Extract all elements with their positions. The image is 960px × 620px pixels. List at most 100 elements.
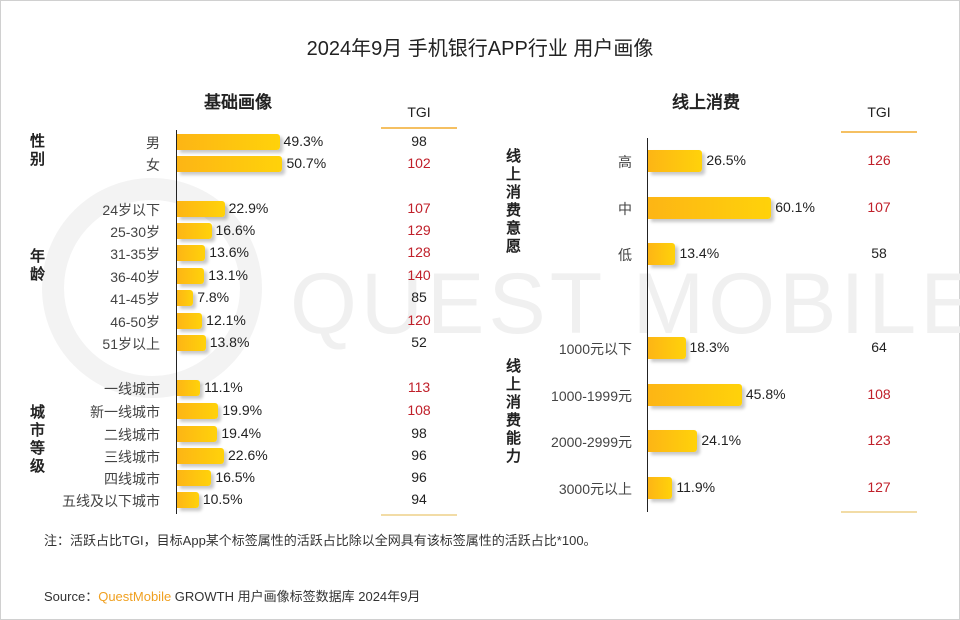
right-category-label: 中 <box>618 201 632 217</box>
right-tgi-top-line <box>841 131 917 133</box>
right-value-label: 26.5% <box>706 152 747 168</box>
right-tgi-bottom-line <box>841 511 917 513</box>
left-tgi-value: 120 <box>407 312 431 328</box>
left-bar <box>177 380 201 396</box>
left-bar <box>177 134 280 150</box>
right-tgi-value: 64 <box>871 339 887 355</box>
left-value-label: 13.8% <box>209 334 250 350</box>
left-category-label: 一线城市 <box>104 381 160 397</box>
left-category-label: 41-45岁 <box>110 291 160 307</box>
left-value-label: 49.3% <box>283 133 324 149</box>
left-bar <box>177 290 194 306</box>
left-tgi-value: 96 <box>411 447 427 463</box>
left-value-label: 19.4% <box>221 425 262 441</box>
right-bar <box>648 243 676 265</box>
left-bar <box>177 245 206 261</box>
left-value-label: 7.8% <box>197 289 230 305</box>
left-category-label: 四线城市 <box>104 471 160 487</box>
left-bar <box>177 492 199 508</box>
right-tgi-value: 123 <box>867 432 891 448</box>
footnote: 注：活跃占比TGI，目标App某个标签属性的活跃占比除以全网具有该标签属性的活跃… <box>44 533 597 548</box>
left-tgi-header: TGI <box>407 104 431 120</box>
left-tgi-value: 96 <box>411 469 427 485</box>
left-category-label: 31-35岁 <box>110 246 160 262</box>
left-category-label: 二线城市 <box>104 427 160 443</box>
right-value-label: 24.1% <box>701 432 742 448</box>
left-value-label: 10.5% <box>202 491 243 507</box>
left-bar <box>177 470 212 486</box>
left-tgi-value: 129 <box>407 222 431 238</box>
left-value-label: 19.9% <box>222 402 263 418</box>
left-tgi-top-line <box>381 127 457 129</box>
right-category-label: 3000元以上 <box>558 481 632 497</box>
right-value-label: 45.8% <box>745 386 786 402</box>
left-category-label: 女 <box>146 157 160 173</box>
right-category-label: 1000-1999元 <box>551 388 632 404</box>
right-bar <box>648 384 742 406</box>
watermark-text: QUEST MOBILE <box>290 256 960 352</box>
right-tgi-value: 108 <box>867 386 891 402</box>
left-category-label: 46-50岁 <box>110 314 160 330</box>
source-line: Source：QuestMobile GROWTH 用户画像标签数据库 2024… <box>44 586 420 605</box>
right-bar <box>648 337 686 359</box>
source-brand: QuestMobile <box>98 589 172 604</box>
left-bar <box>177 403 219 419</box>
right-bar <box>648 197 772 219</box>
right-bar <box>648 430 698 452</box>
left-value-label: 13.1% <box>208 267 248 283</box>
left-tgi-value: 128 <box>407 244 431 260</box>
right-value-label: 13.4% <box>679 245 720 261</box>
left-tgi-bottom-line <box>381 514 457 516</box>
right-category-label: 高 <box>618 154 632 170</box>
right-tgi-value: 126 <box>867 152 891 168</box>
left-value-label: 11.1% <box>204 379 243 395</box>
left-group-label: 城市等级 <box>30 404 46 475</box>
left-bar <box>177 426 218 442</box>
left-tgi-value: 98 <box>411 425 427 441</box>
left-group-label: 年龄 <box>30 248 46 283</box>
left-axis-line <box>176 130 177 514</box>
left-category-label: 36-40岁 <box>110 269 160 285</box>
chart-title: 2024年9月 手机银行APP行业 用户画像 <box>306 38 654 60</box>
left-bar <box>177 201 225 217</box>
left-group-label: 性别 <box>30 133 46 168</box>
left-category-label: 25-30岁 <box>110 224 160 240</box>
left-value-label: 16.6% <box>215 222 256 238</box>
left-value-label: 22.6% <box>228 447 268 463</box>
left-tgi-value: 107 <box>407 200 431 216</box>
left-tgi-value: 98 <box>411 133 427 149</box>
left-bar <box>177 335 206 351</box>
right-category-label: 低 <box>618 247 632 263</box>
left-category-label: 51岁以上 <box>102 336 160 352</box>
left-tgi-value: 113 <box>407 379 431 395</box>
left-tgi-value: 94 <box>411 491 427 507</box>
right-tgi-value: 58 <box>871 245 887 261</box>
right-tgi-value: 127 <box>867 479 891 495</box>
left-value-label: 13.6% <box>209 244 249 260</box>
left-tgi-value: 108 <box>407 402 431 418</box>
right-tgi-header: TGI <box>867 104 891 120</box>
right-category-label: 1000元以下 <box>558 341 632 357</box>
left-value-label: 16.5% <box>215 469 256 485</box>
right-category-label: 2000-2999元 <box>551 434 632 450</box>
left-bar <box>177 448 224 464</box>
right-bar <box>648 477 673 499</box>
right-value-label: 60.1% <box>775 199 815 215</box>
right-axis-line <box>647 138 648 512</box>
left-category-label: 三线城市 <box>104 449 160 465</box>
source-prefix: Source： <box>44 589 99 604</box>
left-value-label: 22.9% <box>228 200 269 216</box>
left-bar <box>177 223 212 239</box>
right-section-title: 线上消费 <box>672 93 740 112</box>
right-group-label: 线上消费能力 <box>506 358 522 465</box>
left-tgi-value: 140 <box>407 267 431 283</box>
left-bar <box>177 313 203 329</box>
left-value-label: 50.7% <box>286 155 327 171</box>
right-bar <box>648 150 703 172</box>
right-tgi-value: 107 <box>867 199 891 215</box>
left-value-label: 12.1% <box>206 312 246 328</box>
left-category-label: 24岁以下 <box>102 202 160 218</box>
left-tgi-value: 52 <box>411 334 427 350</box>
right-value-label: 11.9% <box>676 479 716 495</box>
left-bar <box>177 268 205 284</box>
